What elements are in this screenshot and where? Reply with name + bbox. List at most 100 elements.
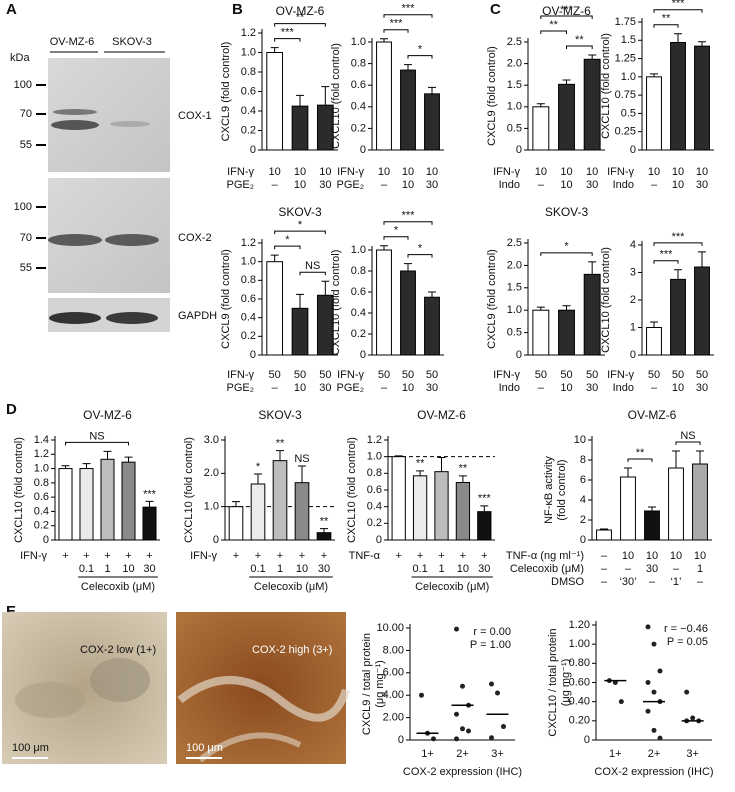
row-value: 50 [378, 369, 390, 381]
error-bar [145, 500, 154, 508]
y-tick-label: 0.8 [351, 265, 366, 277]
row-label: TNF-α (ng ml⁻¹) [506, 550, 584, 562]
y-tick-label: 0.8 [241, 66, 256, 78]
row-value: 10 [426, 166, 438, 178]
significance-bracket [407, 55, 433, 59]
bar [694, 266, 710, 356]
y-tick-label: 2 [630, 294, 636, 306]
lane-label: OV-MZ-6 [50, 36, 95, 48]
y-tick-label: 0 [630, 349, 636, 361]
row-value: 1 [438, 563, 444, 575]
y-axis-label: (μg mg⁻¹) [374, 660, 386, 708]
significance-label: *** [281, 27, 295, 39]
y-tick-label: 0.6 [351, 286, 366, 298]
row-value: + [83, 550, 89, 562]
row-value: 50 [586, 369, 598, 381]
bar [424, 296, 440, 356]
error-bar [82, 463, 91, 469]
y-tick-label: 0.4 [351, 307, 366, 319]
error-bar [404, 263, 412, 271]
y-axis-label: CXCL10 (fold control) [600, 33, 612, 139]
significance-label: *** [390, 18, 404, 30]
row-value: + [104, 550, 110, 562]
significance-bracket [274, 245, 301, 250]
significance-bracket [653, 24, 679, 28]
row-label: TNF-α [349, 550, 381, 562]
y-axis-label: CXCL9 (fold control) [486, 249, 498, 349]
y-axis-label: (fold control) [556, 459, 568, 520]
y-tick-label: 0 [584, 734, 590, 746]
row-value: + [395, 550, 401, 562]
row-label: Indo [613, 382, 634, 394]
y-tick-label: 1.4 [34, 434, 49, 446]
y-tick-label: 0.2 [241, 124, 256, 136]
row-value: 30 [426, 382, 438, 394]
y-tick-label: 1 [630, 321, 636, 333]
y-tick-label: 1.0 [241, 256, 256, 268]
row-value: 50 [426, 369, 438, 381]
error-bar [437, 457, 446, 472]
error-bar [254, 473, 262, 484]
y-tick-label: 0 [360, 349, 366, 361]
y-tick-label: 0 [580, 534, 586, 546]
significance-bracket [383, 29, 409, 33]
error-bar [270, 47, 279, 53]
error-bar [276, 450, 284, 461]
annotation: P = 0.05 [667, 636, 708, 648]
row-label: IFN-γ [493, 166, 520, 178]
x-tick-label: 2+ [456, 748, 469, 760]
y-tick-label: 2 [580, 514, 586, 526]
y-tick-label: 1.0 [621, 71, 636, 83]
error-bar [588, 54, 597, 60]
row-label: Celecoxib (μM) [510, 563, 584, 575]
row-value: 30 [646, 563, 658, 575]
bar [228, 506, 244, 541]
y-tick-label: 0 [516, 144, 522, 156]
x-axis-label: COX-2 expression (IHC) [594, 766, 713, 778]
row-value: – [601, 550, 608, 562]
significance-label: *** [143, 488, 157, 500]
y-tick-label: 3 [630, 266, 636, 278]
bar [646, 327, 662, 356]
panel-label: A [6, 1, 17, 18]
significance-bracket [653, 242, 703, 246]
y-tick-label: 1.0 [241, 46, 256, 58]
bar [400, 270, 416, 356]
row-value: + [125, 550, 131, 562]
data-point [684, 689, 690, 695]
significance-bracket [540, 252, 593, 256]
row-value: 1 [277, 563, 283, 575]
data-point [460, 683, 465, 689]
significance-label: * [285, 234, 290, 246]
significance-bracket [383, 221, 433, 225]
error-bar [696, 450, 704, 464]
significance-bracket [407, 254, 433, 258]
row-value: 10 [269, 166, 281, 178]
error-bar [296, 94, 304, 107]
protein-label: COX-2 [178, 232, 212, 244]
row-value: 1 [104, 563, 110, 575]
chart-title: OV-MZ-6 [276, 4, 325, 18]
error-bar [404, 64, 412, 71]
error-bar [320, 528, 328, 533]
bar [266, 52, 284, 151]
y-tick-label: 0 [630, 144, 636, 156]
y-tick-label: 4 [630, 239, 636, 251]
marker-label: 100 [14, 79, 32, 91]
y-tick-label: 1.75 [615, 16, 636, 28]
kda-label: kDa [10, 52, 30, 64]
y-axis-label: CXCL10 (fold control) [600, 247, 612, 353]
panel-label: D [6, 401, 17, 418]
significance-label: *** [672, 0, 686, 10]
chart-title: SKOV-3 [258, 408, 302, 422]
y-tick-label: 0.40 [569, 696, 590, 708]
y-tick-label: 0.8 [351, 58, 366, 70]
significance-label: ** [416, 458, 425, 470]
y-tick-label: 2.00 [383, 712, 404, 724]
row-value: 1 [697, 563, 703, 575]
data-point [495, 690, 500, 696]
row-value: 50 [319, 369, 331, 381]
significance-label: NS [89, 430, 104, 442]
marker-label: 70 [20, 232, 32, 244]
significance-label: * [256, 461, 261, 473]
